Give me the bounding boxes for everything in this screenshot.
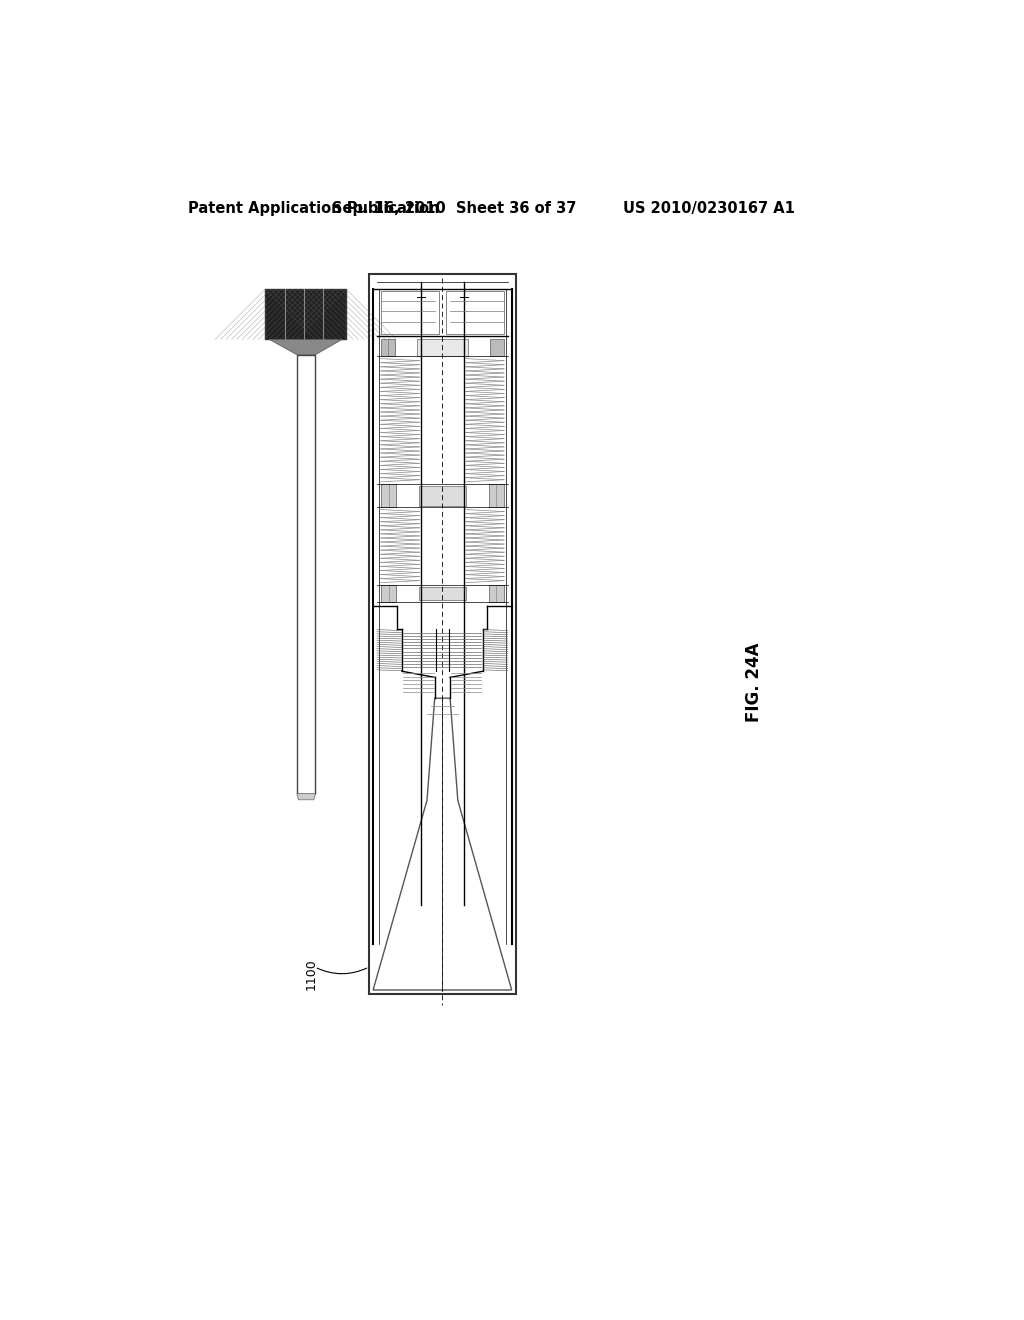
Bar (490, 339, 504, 356)
Bar (381, 484, 396, 507)
Bar (417, 339, 468, 356)
Polygon shape (373, 698, 512, 990)
Bar (446, 290, 504, 334)
Bar (419, 486, 466, 506)
Bar (419, 586, 466, 601)
Bar (297, 355, 315, 793)
Polygon shape (297, 793, 315, 800)
Bar (265, 289, 346, 339)
Text: US 2010/0230167 A1: US 2010/0230167 A1 (624, 201, 796, 216)
Bar (370, 275, 515, 994)
Polygon shape (269, 339, 342, 355)
Bar (488, 585, 504, 602)
Bar (488, 484, 504, 507)
Text: Patent Application Publication: Patent Application Publication (188, 201, 440, 216)
Bar (381, 339, 394, 356)
Text: Sep. 16, 2010  Sheet 36 of 37: Sep. 16, 2010 Sheet 36 of 37 (332, 201, 577, 216)
Text: 1100: 1100 (304, 958, 317, 990)
Bar (381, 290, 438, 334)
Text: FIG. 24A: FIG. 24A (745, 643, 763, 722)
Bar (381, 585, 396, 602)
